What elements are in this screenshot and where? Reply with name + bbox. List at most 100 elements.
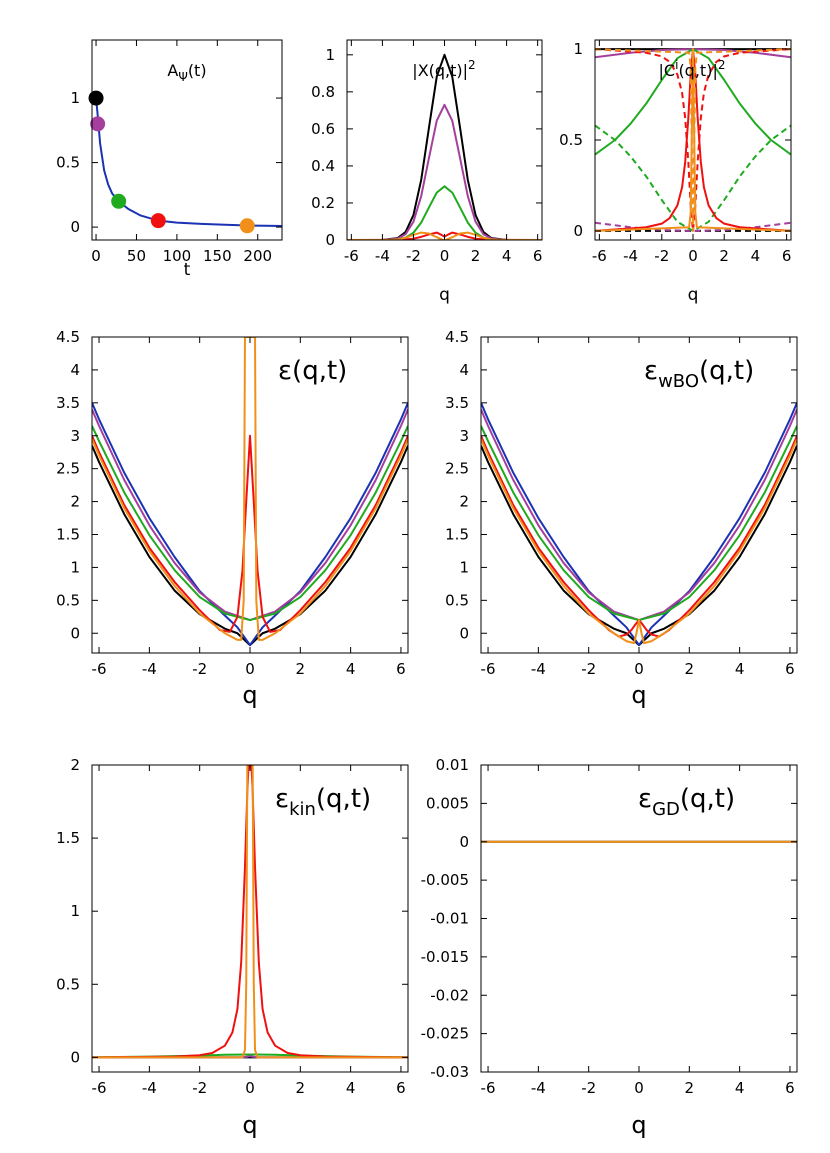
y-tick-label: 0 (459, 833, 469, 851)
plot-area (95, 97, 282, 228)
data-point-red (150, 213, 166, 229)
x-tick-label: 4 (751, 247, 761, 265)
series-line-blue (481, 402, 797, 647)
series-line-black (92, 445, 408, 647)
y-tick-label: -0.02 (430, 986, 469, 1004)
x-tick-label: -4 (623, 247, 638, 265)
y-tick-label: 0.2 (311, 194, 335, 212)
x-axis-label: q (439, 285, 450, 305)
y-tick-label: 2.5 (56, 460, 80, 478)
y-tick-label: 1.5 (56, 829, 80, 847)
y-tick-label: 3 (459, 427, 469, 445)
panel-title: |Ci(q,t)|2 (659, 58, 726, 80)
x-tick-label: -6 (92, 1079, 107, 1097)
y-tick-label: 0.01 (436, 756, 469, 774)
y-tick-label: 0.5 (56, 975, 80, 993)
x-tick-label: -2 (581, 1079, 596, 1097)
y-tick-label: 3.5 (445, 394, 469, 412)
y-tick-label: 0.005 (426, 794, 469, 812)
x-tick-label: 4 (735, 660, 745, 678)
y-tick-label: 1.5 (445, 526, 469, 544)
x-tick-label: 4 (502, 247, 512, 265)
y-tick-label: 2 (70, 493, 80, 511)
y-tick-label: 3.5 (56, 394, 80, 412)
series-line-black (347, 53, 542, 240)
x-tick-label: -2 (192, 1079, 207, 1097)
x-tick-label: 2 (296, 660, 306, 678)
x-tick-label: 2 (719, 247, 729, 265)
y-tick-label: 0.4 (311, 157, 335, 175)
panel-title: εkin(q,t) (275, 784, 371, 820)
y-tick-label: 0.6 (311, 120, 335, 138)
panel-tdpes-kin: -6 -4 -2 0 2 4 6 0 0.5 1 1.5 2 q εkin(q,t) (56, 756, 409, 1139)
x-tick-label: -4 (531, 660, 546, 678)
x-tick-label: -2 (192, 660, 207, 678)
series-line-purple (481, 409, 797, 622)
plot-area (92, 765, 408, 1059)
series-line-red (481, 435, 797, 638)
x-tick-label: 50 (127, 247, 146, 265)
plot-frame (91, 39, 283, 241)
series-line-green (347, 185, 542, 240)
plot-area (92, 337, 408, 647)
x-tick-label: -6 (344, 247, 359, 265)
y-tick-label: 2 (459, 493, 469, 511)
x-tick-label: 6 (396, 1079, 406, 1097)
plot-area (481, 402, 797, 647)
y-tick-label: 4.5 (56, 328, 80, 346)
y-tick-label: 1 (325, 46, 335, 64)
x-tick-label: 6 (396, 660, 406, 678)
x-tick-label: 6 (785, 660, 795, 678)
x-tick-label: 0 (634, 1079, 644, 1097)
x-tick-label: -2 (406, 247, 421, 265)
panel-title: |X(q,t)|2 (412, 58, 475, 80)
series-line-orange-dashed (595, 48, 791, 232)
x-tick-label: 100 (163, 247, 192, 265)
x-tick-label: 4 (735, 1079, 745, 1097)
x-tick-label: -6 (481, 1079, 496, 1097)
x-tick-label: -4 (142, 660, 157, 678)
y-tick-label: -0.01 (430, 910, 469, 928)
x-axis-label: q (688, 285, 699, 305)
x-tick-label: -4 (142, 1079, 157, 1097)
plot-area (595, 48, 791, 232)
y-tick-label: -0.005 (421, 871, 469, 889)
y-tick-label: 0 (325, 231, 335, 249)
y-tick-label: -0.025 (421, 1025, 469, 1043)
y-tick-label: 0.5 (56, 154, 80, 172)
series-line-red (92, 434, 408, 633)
x-tick-label: -6 (92, 660, 107, 678)
x-tick-label: 2 (685, 1079, 695, 1097)
x-tick-label: 0 (688, 247, 698, 265)
y-tick-label: 3 (70, 427, 80, 445)
y-tick-label: 0 (459, 624, 469, 642)
series-line-green (481, 425, 797, 622)
x-tick-label: -6 (592, 247, 607, 265)
plot-area (347, 53, 542, 240)
data-point-green (111, 193, 127, 209)
x-tick-label: 0 (245, 1079, 255, 1097)
x-axis-label: q (631, 1111, 646, 1139)
series-line-orange (481, 438, 797, 645)
x-axis-label: q (242, 1111, 257, 1139)
x-tick-label: 2 (471, 247, 481, 265)
series-line-blue (95, 97, 282, 228)
y-tick-label: 1 (70, 902, 80, 920)
x-axis-label: q (631, 681, 646, 709)
series-line-black (481, 445, 797, 647)
plot-frame (91, 336, 409, 654)
x-tick-label: 4 (346, 660, 356, 678)
y-tick-label: 0 (70, 624, 80, 642)
x-tick-label: 2 (296, 1079, 306, 1097)
x-tick-label: 0 (634, 660, 644, 678)
x-tick-label: -2 (581, 660, 596, 678)
x-tick-label: 6 (533, 247, 543, 265)
panel-nuclear-density: -6 -4 -2 0 2 4 6 0 0.2 0.4 0.6 0.8 1 q |X(q,t)|2 (311, 39, 543, 305)
x-tick-label: -6 (481, 660, 496, 678)
series-line-orange (92, 765, 408, 1059)
x-tick-label: 2 (685, 660, 695, 678)
panel-electronic-coefficients: -6 -4 -2 0 2 4 6 0 0.5 1 q |Ci(q,t)|2 (559, 39, 792, 305)
x-tick-label: -4 (531, 1079, 546, 1097)
y-tick-label: -0.015 (421, 948, 469, 966)
x-axis-label: t (184, 260, 191, 280)
